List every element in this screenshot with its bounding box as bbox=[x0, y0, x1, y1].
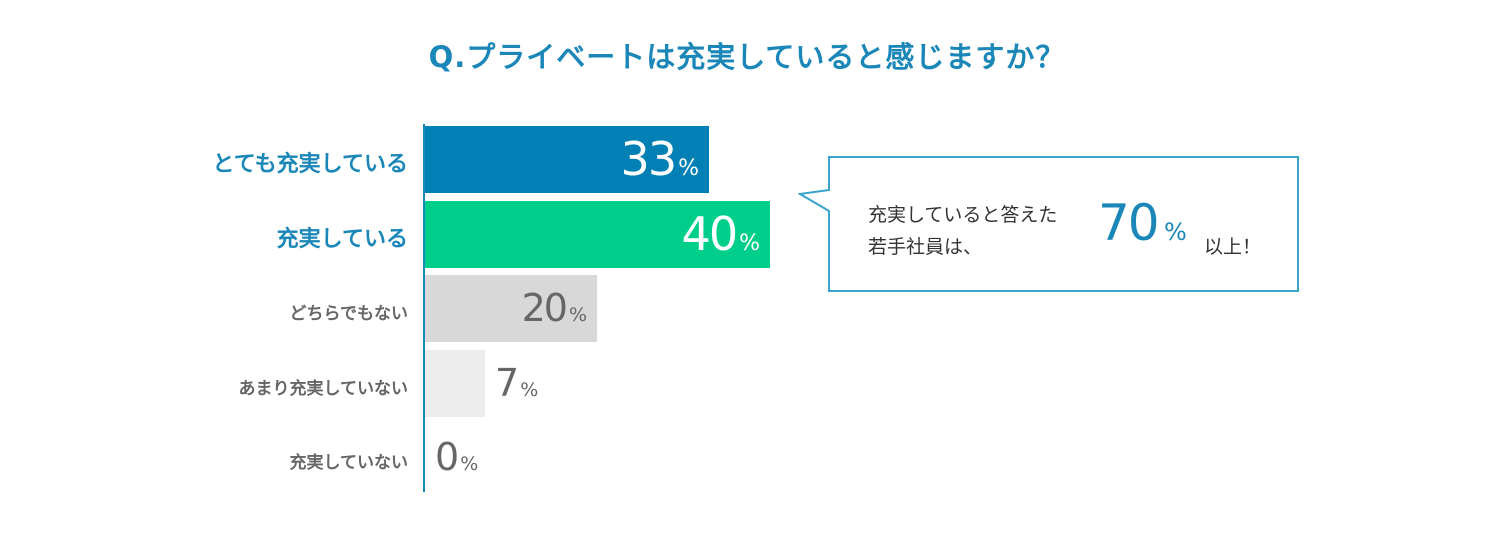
data-label-value: 20 bbox=[521, 286, 568, 330]
summary-callout: 充実していると答えた 若手社員は、 70 % 以上！ bbox=[798, 156, 1299, 292]
data-label-value: 7 bbox=[495, 360, 519, 405]
bar bbox=[425, 349, 485, 417]
data-label: 33% bbox=[621, 126, 699, 193]
callout-line-1: 充実していると答えた bbox=[868, 204, 1058, 226]
category-label: どちらでもない bbox=[289, 304, 409, 324]
bar bbox=[425, 200, 770, 268]
data-label: 20% bbox=[522, 275, 587, 342]
data-label: 40% bbox=[682, 201, 760, 268]
bar bbox=[425, 126, 709, 193]
category-label: あまり充実していない bbox=[238, 378, 409, 399]
callout-big-unit: % bbox=[1164, 218, 1187, 246]
y-axis-line bbox=[423, 124, 425, 492]
callout-big-value: 70 bbox=[1098, 194, 1160, 252]
data-label-value: 33 bbox=[620, 132, 678, 186]
data-label-value: 0 bbox=[435, 435, 459, 479]
callout-bubble bbox=[798, 156, 1299, 292]
data-label-unit: % bbox=[739, 230, 760, 256]
data-label-unit: % bbox=[460, 453, 479, 475]
callout-line-2: 若手社員は、 bbox=[868, 236, 983, 258]
data-label-value: 40 bbox=[681, 206, 739, 261]
category-label: とても充実している bbox=[212, 152, 408, 177]
data-label-unit: % bbox=[678, 156, 699, 181]
data-label: 7% bbox=[495, 350, 538, 417]
data-label: 0% bbox=[435, 424, 478, 491]
callout-tail-text: 以上！ bbox=[1204, 236, 1262, 258]
data-label-unit: % bbox=[520, 378, 539, 401]
data-label-unit: % bbox=[568, 304, 587, 326]
category-label: 充実している bbox=[276, 226, 408, 252]
chart-title: Q.プライベートは充実していると感じますか？ bbox=[428, 40, 1066, 74]
bar bbox=[425, 275, 597, 342]
category-label: 充実していない bbox=[289, 453, 409, 473]
